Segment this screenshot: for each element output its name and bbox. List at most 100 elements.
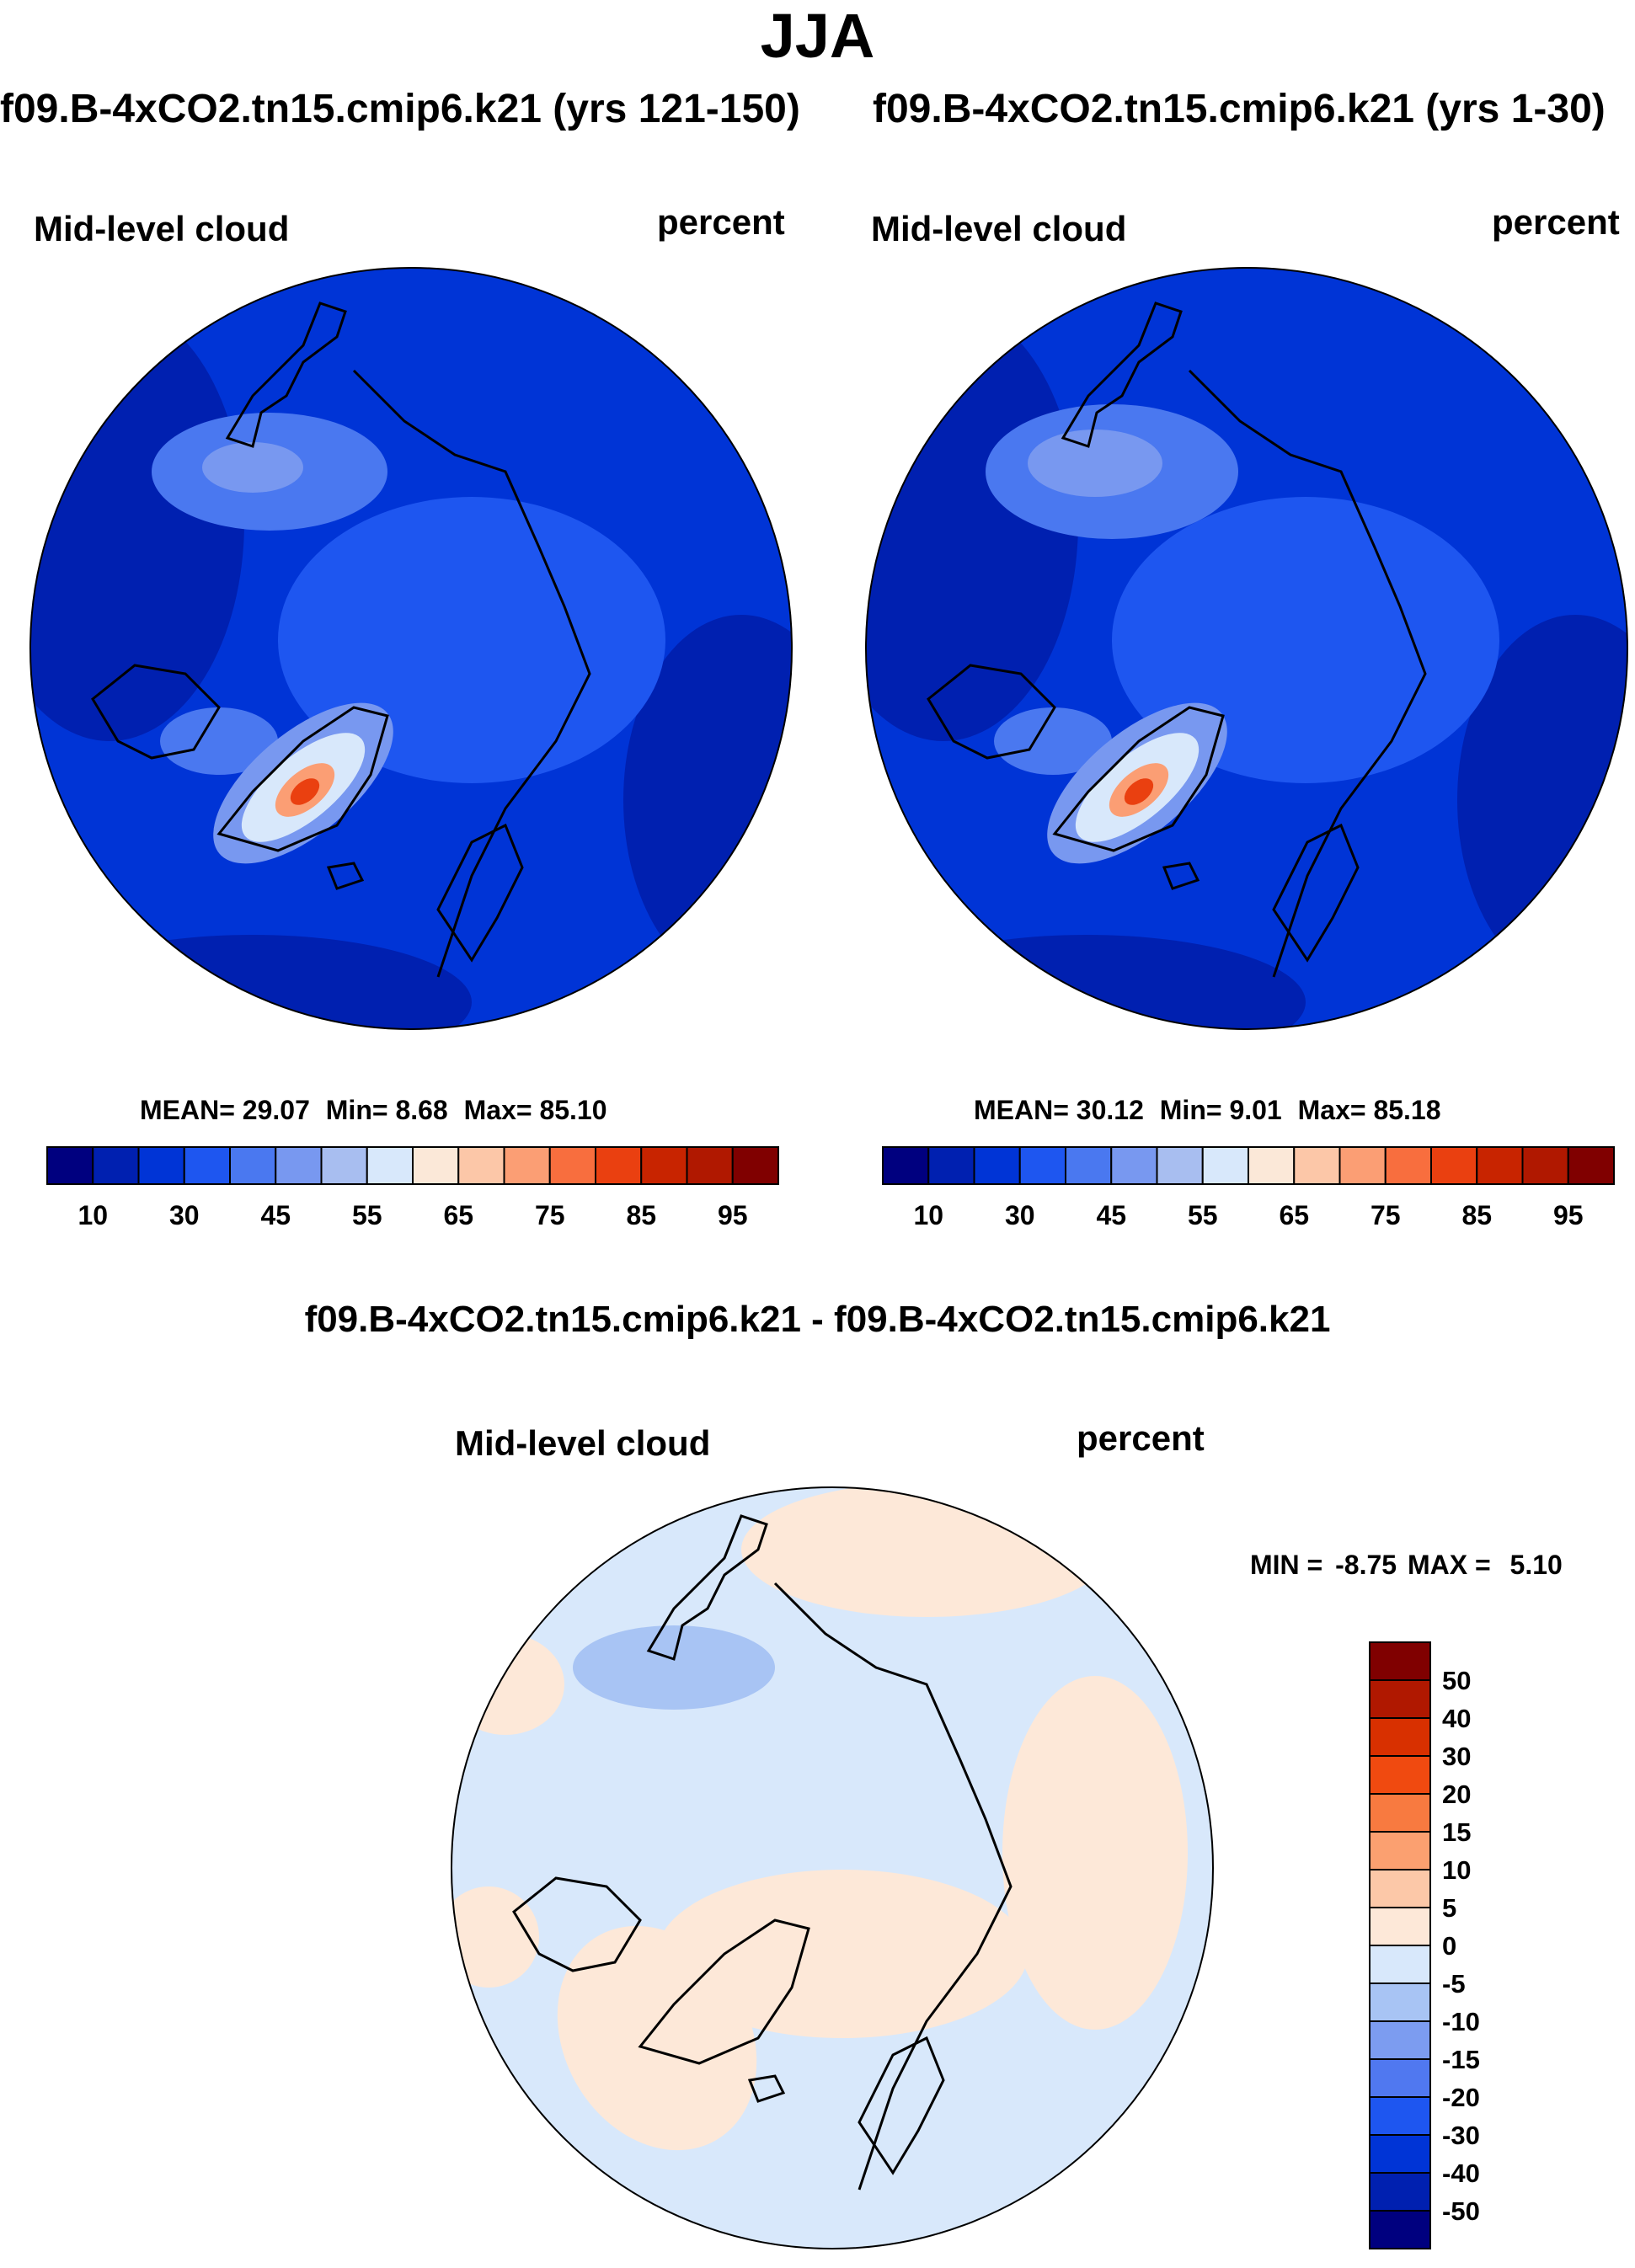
- panel1-units-label: percent: [657, 202, 785, 242]
- panel3-min-label: MIN =: [1250, 1550, 1323, 1580]
- panel2-colorbar-box: [882, 1146, 930, 1185]
- panel2-units-label: percent: [1492, 202, 1620, 242]
- panel3-colorbar-box: [1369, 1717, 1431, 1757]
- panel3-field-north-positive: [741, 1487, 1112, 1617]
- panel1-coast-canada: [91, 664, 221, 760]
- panel1-colorbar-box: [183, 1146, 231, 1185]
- panel2-colorbar-tick-label: 45: [1096, 1200, 1126, 1230]
- panel1-colorbar-box: [595, 1146, 643, 1185]
- panel1-case-title: f09.B-4xCO2.tn15.cmip6.k21 (yrs 121-150): [0, 87, 800, 131]
- panel1-colorbar-box: [686, 1146, 734, 1185]
- panel1-colorbar-box: [640, 1146, 688, 1185]
- panel1-variable-label: Mid-level cloud: [34, 209, 290, 248]
- panel2-colorbar-box: [1201, 1146, 1249, 1185]
- panel2-colorbar-box: [1156, 1146, 1204, 1185]
- panel1-map-boundary: [29, 267, 793, 1030]
- panel1-field-nw-cloud-core: [202, 442, 303, 493]
- panel2-coast-canada: [927, 664, 1056, 760]
- panel2-colorbar-box: [1338, 1146, 1387, 1185]
- panel2-min-value: 9.01: [1229, 1095, 1282, 1125]
- panel3-field-east-positive: [1002, 1676, 1188, 2030]
- panel3-map: [451, 1486, 1214, 2249]
- panel2-coast-siberia: [1188, 369, 1427, 978]
- panel2-colorbar-box: [927, 1146, 975, 1185]
- panel1-colorbar-box: [92, 1146, 140, 1185]
- panel2-colorbar-tick-label: 30: [1005, 1200, 1035, 1230]
- panel1-colorbar-tick-label: 45: [260, 1200, 291, 1230]
- panel3-colorbar-box: [1369, 2096, 1431, 2136]
- panel3-colorbar-tick-label: -30: [1442, 2121, 1480, 2150]
- panel2-min-label: Min=: [1159, 1095, 1222, 1125]
- panel1-coast-iceland: [326, 862, 365, 890]
- page-title: JJA: [760, 1, 875, 71]
- panel1-colorbar-box: [275, 1146, 323, 1185]
- panel1-colorbar-box: [320, 1146, 368, 1185]
- panel2-colorbar-box: [1521, 1146, 1569, 1185]
- panel2-colorbar-tick-label: 10: [913, 1200, 943, 1230]
- panel3-colorbar-box: [1369, 1755, 1431, 1795]
- panel3-colorbar-tick-label: -10: [1442, 2007, 1480, 2036]
- panel1-colorbar-tick-label: 65: [443, 1200, 473, 1230]
- panel3-colorbar-tick-label: 10: [1442, 1855, 1471, 1885]
- panel3-variable-label: Mid-level cloud: [455, 1423, 711, 1463]
- panel2-field-ne-low: [1457, 615, 1627, 985]
- panel1-colorbar-tick-label: 10: [77, 1200, 108, 1230]
- panel3-min-value: -8.75: [1335, 1550, 1397, 1580]
- panel3-colorbar-box: [1369, 1679, 1431, 1719]
- panel1-field-ne-low: [623, 615, 792, 985]
- panel3-units-label: percent: [1077, 1418, 1205, 1458]
- panel2-field-south-low: [868, 935, 1306, 1029]
- panel1-max-label: Max=: [463, 1095, 532, 1125]
- panel3-coastlines: [512, 1514, 1013, 2191]
- panel2-max-value: 85.18: [1373, 1095, 1441, 1125]
- panel2-case-title: f09.B-4xCO2.tn15.cmip6.k21 (yrs 1-30): [873, 87, 1606, 131]
- panel3-coast-iceland: [747, 2074, 786, 2103]
- panel3-colorbar-box: [1369, 2134, 1431, 2174]
- panel1-colorbar-box: [412, 1146, 460, 1185]
- panel1-colorbar-box: [731, 1146, 779, 1185]
- panel2-colorbar-box: [1065, 1146, 1113, 1185]
- panel3-colorbar-tick-label: 50: [1442, 1666, 1471, 1695]
- panel3-coast-canada: [512, 1876, 642, 1972]
- panel2-coast-scandinavia: [1272, 823, 1360, 963]
- panel3-map-boundary: [451, 1486, 1214, 2249]
- panel1-colorbar-tick-label: 30: [169, 1200, 200, 1230]
- panel2-map: [865, 267, 1628, 1030]
- colorbars: 10 30 45 55 65 75 85 95 10 30 45 55 65 75 85 9550403020…: [46, 1146, 1615, 2249]
- panel2-colorbar-tick-label: 75: [1371, 1200, 1401, 1230]
- panel2-variable-label: Mid-level cloud: [871, 209, 1127, 248]
- panel1-field-canada: [160, 707, 278, 775]
- panel3-stats: MIN = -8.75 MAX = 5.10: [1250, 1550, 1563, 1581]
- panel2-coast-iceland: [1162, 862, 1200, 890]
- panel3-colorbar-tick-label: -5: [1442, 1969, 1466, 1999]
- panel3-colorbar-tick-label: 40: [1442, 1704, 1471, 1733]
- panel1-colorbar-box: [137, 1146, 185, 1185]
- panel3-colorbar-box: [1369, 2210, 1431, 2249]
- panel3-colorbar-box: [1369, 1945, 1431, 1984]
- panel3-field-center-positive: [657, 1870, 1028, 2038]
- panel1-map: [29, 267, 793, 1030]
- panel3-coast-scandinavia: [858, 2036, 945, 2175]
- panel2-field-canada: [994, 707, 1112, 775]
- panel1-coast-greenland: [216, 706, 389, 852]
- panel1-colorbar-tick-label: 75: [535, 1200, 565, 1230]
- panel3-colorbar-box: [1369, 2058, 1431, 2098]
- panel1-colorbar-box: [457, 1146, 505, 1185]
- panel3-colorbar-tick-label: -40: [1442, 2159, 1480, 2188]
- panel2-mean-label: MEAN=: [974, 1095, 1069, 1125]
- panel3-colorbar-box: [1369, 2020, 1431, 2060]
- panel1-coastlines: [91, 302, 591, 978]
- panel3-max-label: MAX =: [1407, 1550, 1491, 1580]
- panel2-colorbar-box: [1110, 1146, 1158, 1185]
- panel2-map-boundary: [865, 267, 1628, 1030]
- panel2-colorbar-box: [1018, 1146, 1066, 1185]
- panel3-colorbar-tick-label: 0: [1442, 1931, 1456, 1961]
- panel2-field-nw-cloud-core: [1028, 430, 1162, 497]
- panel3-max-value: 5.10: [1509, 1550, 1563, 1580]
- panel3-colorbar-box: [1369, 1793, 1431, 1833]
- panel2-coastlines: [927, 302, 1427, 978]
- panel1-field-greenland-core: [290, 778, 320, 805]
- panel3-field-nw-negative: [573, 1625, 775, 1710]
- panel1-coast-alaska: [225, 302, 347, 448]
